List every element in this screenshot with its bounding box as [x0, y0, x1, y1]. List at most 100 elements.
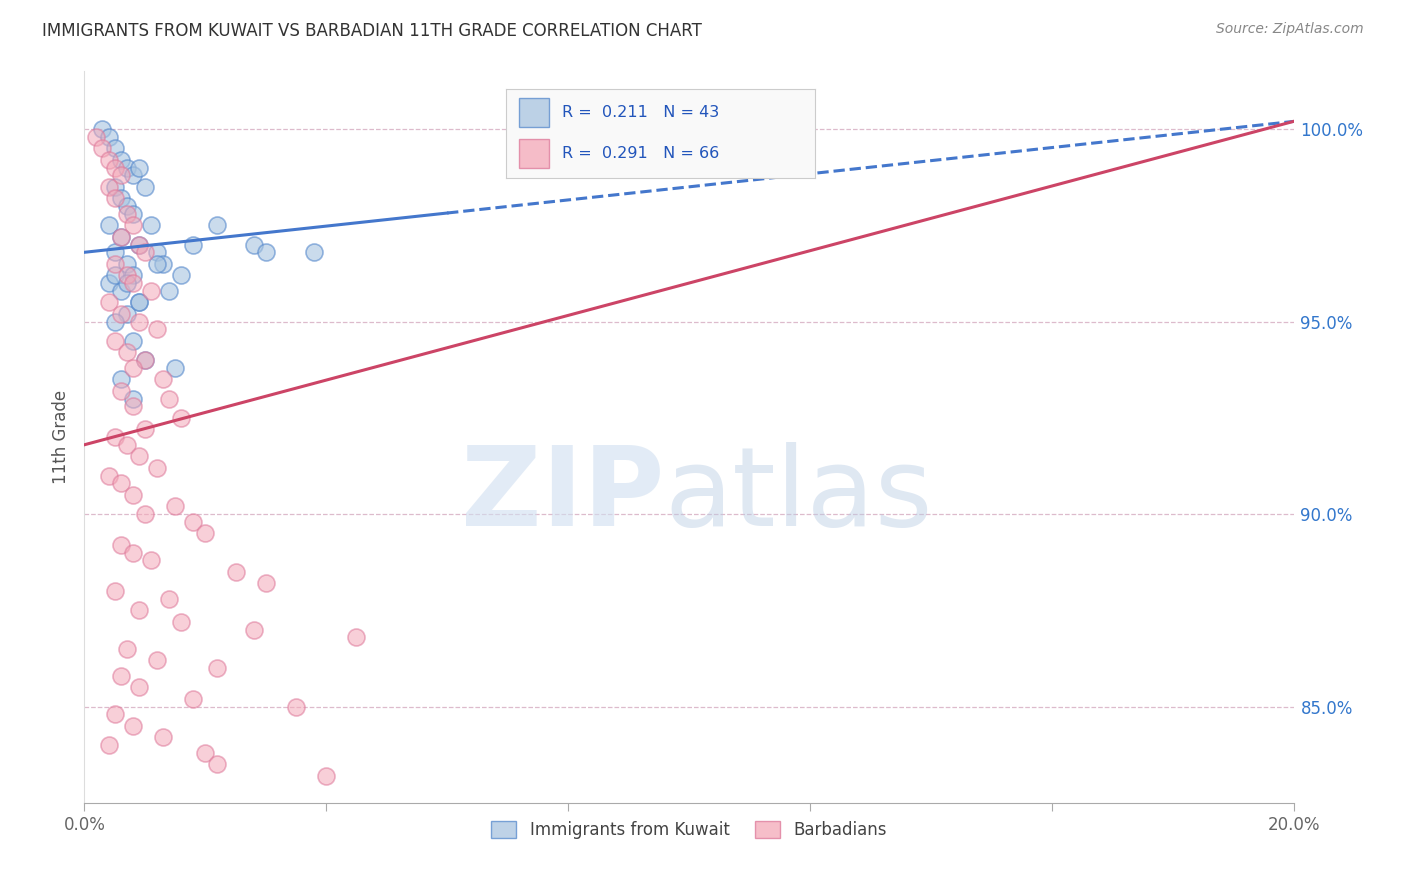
Point	[527, 114, 550, 128]
Point	[121, 276, 143, 290]
Point	[97, 276, 120, 290]
Point	[134, 353, 156, 368]
Point	[128, 295, 150, 310]
Point	[110, 191, 132, 205]
Point	[139, 284, 162, 298]
Point	[104, 268, 127, 283]
Point	[110, 284, 132, 298]
Point	[128, 295, 150, 310]
Point	[121, 488, 143, 502]
Point	[104, 334, 127, 348]
Point	[128, 237, 150, 252]
Point	[152, 731, 174, 745]
Point	[104, 430, 127, 444]
Point	[115, 199, 138, 213]
Point	[121, 399, 143, 413]
Point	[128, 315, 150, 329]
Point	[110, 538, 132, 552]
Point	[91, 141, 114, 155]
Text: IMMIGRANTS FROM KUWAIT VS BARBADIAN 11TH GRADE CORRELATION CHART: IMMIGRANTS FROM KUWAIT VS BARBADIAN 11TH…	[42, 22, 702, 40]
Point	[170, 615, 193, 629]
Point	[128, 450, 150, 464]
Point	[97, 153, 120, 167]
Point	[165, 360, 187, 375]
Point	[207, 219, 229, 233]
Point	[121, 360, 143, 375]
Point	[115, 641, 138, 656]
Point	[110, 669, 132, 683]
Point	[128, 237, 150, 252]
Point	[152, 372, 174, 386]
Point	[254, 245, 277, 260]
Point	[181, 515, 204, 529]
Point	[110, 230, 132, 244]
Point	[97, 738, 120, 752]
Point	[157, 392, 180, 406]
Point	[207, 661, 229, 675]
Bar	[519, 98, 550, 127]
Point	[254, 576, 277, 591]
Point	[128, 161, 150, 175]
Y-axis label: 11th Grade: 11th Grade	[52, 390, 70, 484]
Point	[134, 422, 156, 436]
Point	[104, 584, 127, 599]
Point	[110, 372, 132, 386]
Point	[121, 334, 143, 348]
Point	[181, 691, 204, 706]
Point	[110, 153, 132, 167]
Point	[128, 681, 150, 695]
Point	[110, 384, 132, 398]
Point	[97, 129, 120, 144]
Point	[115, 207, 138, 221]
Point	[121, 719, 143, 733]
Point	[121, 268, 143, 283]
Point	[121, 207, 143, 221]
Point	[115, 268, 138, 283]
Point	[121, 545, 143, 559]
Point	[97, 468, 120, 483]
Legend: Immigrants from Kuwait, Barbadians: Immigrants from Kuwait, Barbadians	[485, 814, 893, 846]
Point	[91, 122, 114, 136]
Point	[146, 653, 169, 667]
Point	[110, 476, 132, 491]
Point	[121, 392, 143, 406]
Point	[115, 276, 138, 290]
Bar	[519, 139, 550, 168]
Text: R =  0.211   N = 43: R = 0.211 N = 43	[562, 105, 718, 120]
Text: ZIP: ZIP	[461, 442, 665, 549]
Point	[104, 707, 127, 722]
Point	[110, 169, 132, 183]
Point	[181, 237, 204, 252]
Point	[170, 410, 193, 425]
Point	[225, 565, 247, 579]
Point	[146, 257, 169, 271]
Point	[86, 129, 108, 144]
Point	[139, 219, 162, 233]
Point	[104, 191, 127, 205]
Point	[207, 757, 229, 772]
Point	[134, 507, 156, 521]
Point	[104, 161, 127, 175]
Point	[315, 769, 337, 783]
Point	[115, 307, 138, 321]
Point	[128, 603, 150, 617]
Point	[157, 591, 180, 606]
Text: Source: ZipAtlas.com: Source: ZipAtlas.com	[1216, 22, 1364, 37]
Point	[134, 245, 156, 260]
Point	[146, 245, 169, 260]
Point	[165, 500, 187, 514]
Point	[121, 169, 143, 183]
Point	[115, 345, 138, 359]
Point	[121, 219, 143, 233]
Point	[157, 284, 180, 298]
Point	[104, 141, 127, 155]
Point	[302, 245, 325, 260]
Text: atlas: atlas	[665, 442, 934, 549]
Point	[115, 438, 138, 452]
Text: R =  0.291   N = 66: R = 0.291 N = 66	[562, 146, 718, 161]
Point	[146, 322, 169, 336]
Point	[134, 179, 156, 194]
Point	[194, 746, 217, 760]
Point	[104, 179, 127, 194]
Point	[242, 623, 264, 637]
